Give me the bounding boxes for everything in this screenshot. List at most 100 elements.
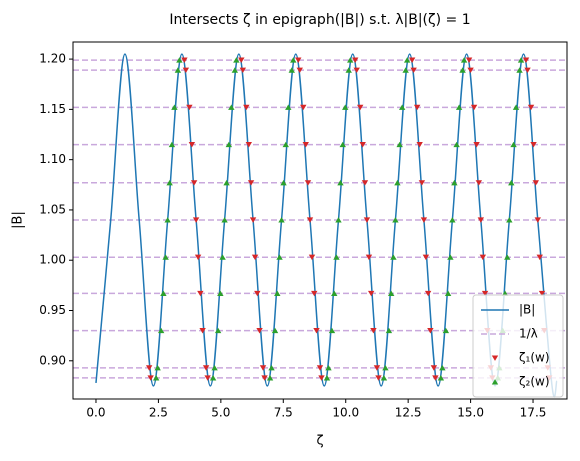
plot-area: [73, 53, 567, 398]
marker: [365, 254, 373, 261]
marker: [302, 142, 309, 148]
marker: [422, 254, 430, 261]
legend-label: ζ₂(w): [519, 375, 550, 389]
marker: [199, 328, 206, 334]
marker: [339, 141, 346, 148]
x-tick-label: 10.0: [332, 406, 359, 420]
marker: [271, 327, 279, 334]
marker: [447, 254, 454, 260]
marker: [323, 375, 331, 381]
marker: [453, 141, 460, 148]
marker: [352, 57, 359, 63]
marker: [160, 290, 167, 296]
marker: [259, 365, 267, 371]
marker: [413, 104, 421, 111]
marker: [439, 364, 446, 371]
marker: [209, 375, 217, 381]
marker: [479, 254, 487, 261]
marker: [451, 179, 458, 186]
marker: [243, 104, 250, 111]
marker: [357, 104, 364, 111]
marker: [430, 365, 438, 371]
marker: [239, 67, 247, 74]
marker: [188, 142, 196, 148]
legend-swatch: [491, 379, 499, 385]
marker: [530, 142, 537, 148]
marker: [331, 290, 338, 296]
marker: [221, 217, 228, 223]
marker: [470, 104, 478, 111]
y-tick-label: 1.10: [39, 152, 66, 166]
marker: [437, 375, 445, 381]
x-axis-label: ζ: [316, 434, 323, 449]
marker: [522, 57, 530, 63]
marker: [427, 328, 434, 334]
marker: [313, 328, 320, 334]
marker: [373, 365, 381, 371]
marker: [282, 141, 289, 148]
legend-label: 1/λ: [519, 327, 538, 341]
marker: [342, 104, 349, 110]
x-tick-label: 17.5: [520, 406, 547, 420]
y-tick-label: 0.90: [39, 353, 66, 367]
marker: [394, 179, 401, 186]
x-tick-label: 12.5: [395, 406, 422, 420]
marker: [233, 57, 240, 63]
marker: [182, 67, 190, 74]
marker: [278, 217, 285, 223]
y-tick-label: 1.20: [39, 52, 66, 66]
marker: [328, 327, 336, 334]
marker: [536, 254, 543, 261]
marker: [308, 254, 316, 261]
marker: [402, 67, 409, 73]
marker: [367, 290, 375, 297]
y-tick-label: 1.05: [39, 202, 66, 216]
marker: [510, 141, 517, 148]
marker: [245, 142, 253, 148]
marker: [316, 365, 324, 371]
marker: [228, 104, 235, 110]
marker: [256, 328, 263, 334]
marker: [164, 217, 171, 223]
marker: [295, 57, 302, 63]
marker: [190, 180, 198, 186]
marker: [304, 180, 312, 186]
legend-label: ζ₁(w): [519, 351, 550, 365]
marker: [288, 67, 295, 73]
marker: [152, 375, 160, 381]
marker: [345, 67, 352, 73]
marker: [506, 217, 513, 223]
marker: [382, 364, 389, 371]
marker: [186, 104, 193, 111]
marker: [504, 254, 511, 260]
marker: [516, 67, 523, 73]
y-axis-label: |B|: [11, 211, 26, 229]
marker: [532, 180, 539, 186]
marker: [157, 327, 165, 334]
axes-frame: [72, 41, 568, 400]
marker: [335, 217, 342, 223]
marker: [347, 57, 354, 63]
marker: [261, 375, 268, 381]
marker: [192, 217, 200, 223]
marker: [174, 67, 182, 73]
marker: [398, 104, 406, 110]
marker: [432, 375, 439, 381]
marker: [194, 254, 202, 261]
marker: [171, 104, 178, 110]
marker: [408, 57, 416, 63]
marker: [219, 254, 226, 260]
marker: [285, 104, 292, 110]
marker: [370, 328, 377, 334]
marker: [359, 142, 366, 148]
marker: [225, 141, 233, 148]
marker: [162, 254, 169, 260]
marker: [538, 290, 546, 297]
marker: [337, 179, 344, 186]
marker: [176, 57, 183, 63]
marker: [475, 180, 483, 186]
marker: [217, 290, 224, 296]
marker: [280, 179, 287, 186]
marker: [416, 142, 423, 148]
